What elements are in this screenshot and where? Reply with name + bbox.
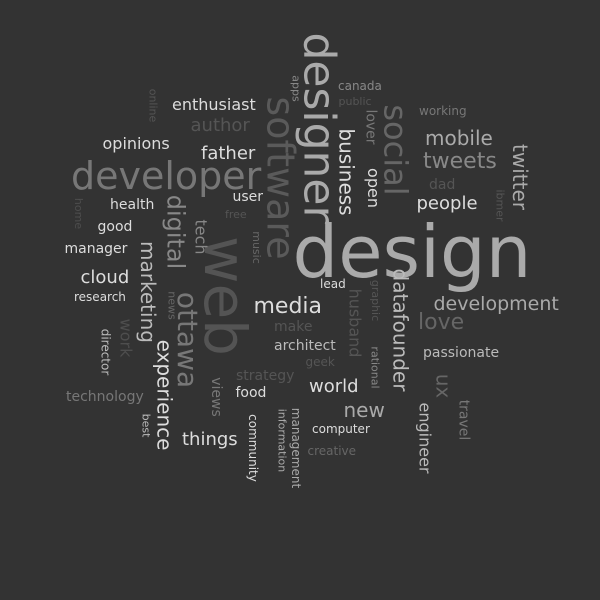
word-computer: computer	[312, 422, 370, 436]
word-travel: travel	[454, 399, 471, 441]
word-opinions: opinions	[102, 134, 170, 153]
word-datafounder: datafounder	[387, 268, 412, 392]
word-engineer: engineer	[415, 402, 434, 474]
word-food: food	[235, 385, 267, 401]
word-dad: dad	[429, 177, 456, 193]
word-lead: lead	[320, 277, 346, 291]
word-twitter: twitter	[507, 144, 532, 210]
word-director: director	[97, 328, 112, 376]
word-media: media	[253, 294, 323, 319]
word-make: make	[274, 319, 313, 335]
word-information: information	[275, 408, 289, 472]
word-tweets: tweets	[423, 149, 497, 174]
word-community: community	[245, 414, 260, 482]
word-manager: manager	[64, 241, 128, 257]
word-lover: lover	[362, 109, 379, 145]
word-things: things	[182, 429, 238, 450]
word-design: design	[292, 210, 532, 294]
word-work: work	[115, 318, 135, 358]
word-canada: canada	[338, 79, 382, 93]
word-developer: developer	[71, 154, 262, 198]
word-technology: technology	[66, 389, 144, 405]
word-husband: husband	[344, 288, 364, 358]
word-cloud: cloud	[80, 267, 130, 288]
word-research: research	[74, 290, 126, 304]
word-new: new	[343, 398, 385, 422]
word-father: father	[201, 143, 256, 164]
word-good: good	[97, 219, 133, 235]
word-music: music	[249, 230, 263, 264]
word-online: online	[146, 88, 160, 122]
word-home: home	[71, 197, 85, 229]
word-ux: ux	[430, 373, 455, 399]
word-news: news	[165, 290, 179, 320]
word-love: love	[418, 310, 465, 335]
word-best: best	[139, 413, 153, 437]
word-social: social	[376, 104, 415, 196]
word-views: views	[207, 377, 224, 417]
word-strategy: strategy	[236, 368, 295, 384]
word-management: management	[289, 407, 304, 489]
word-mobile: mobile	[425, 126, 493, 150]
word-rational: rational	[368, 345, 382, 389]
word-health: health	[110, 197, 155, 213]
word-digital: digital	[160, 194, 189, 270]
word-architect: architect	[274, 338, 336, 354]
word-working: working	[419, 104, 467, 118]
word-experience: experience	[151, 339, 176, 451]
word-user: user	[232, 189, 264, 205]
word-tech: tech	[191, 219, 211, 255]
word-free: free	[225, 207, 247, 221]
word-marketing: marketing	[135, 241, 160, 343]
word-enthusiast: enthusiast	[172, 95, 256, 114]
word-world: world	[309, 376, 359, 397]
word-apps: apps	[289, 74, 303, 102]
word-author: author	[190, 115, 250, 136]
word-software: software	[258, 96, 303, 260]
word-public: public	[338, 94, 372, 108]
word-open: open	[363, 168, 383, 208]
word-passionate: passionate	[423, 345, 500, 361]
word-graphic: graphic	[368, 279, 382, 321]
word-development: development	[433, 292, 559, 315]
word-creative: creative	[307, 444, 357, 458]
word-ibmer: ibmer	[493, 188, 507, 222]
word-people: people	[416, 193, 478, 214]
word-geek: geek	[305, 355, 335, 369]
word-business: business	[334, 128, 359, 216]
word-designer: designer	[293, 32, 345, 224]
